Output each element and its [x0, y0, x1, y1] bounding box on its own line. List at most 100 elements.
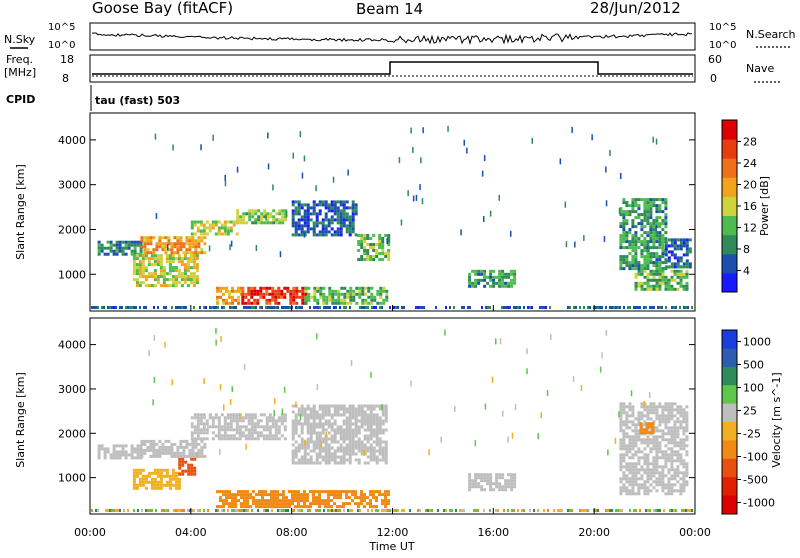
power-echo [609, 150, 611, 156]
velocity-cell [315, 425, 319, 429]
power-cell [220, 232, 224, 236]
velocity-cell [330, 440, 334, 444]
power-cell [649, 198, 653, 202]
velocity-cell [645, 422, 649, 426]
power-cell [685, 244, 689, 248]
power-cell [170, 245, 174, 249]
power-cell [676, 269, 680, 273]
power-ground-cell [467, 306, 469, 309]
velocity-cell [321, 455, 325, 459]
power-ground-cell [171, 306, 173, 309]
velocity-cell [652, 462, 656, 466]
power-cell [643, 246, 647, 250]
velocity-cell [628, 456, 632, 460]
power-cell [340, 292, 344, 296]
velocity-cell [132, 483, 136, 487]
velocity-colorbar-swatch [722, 440, 737, 460]
velocity-cell [354, 413, 358, 417]
velocity-cell [132, 480, 136, 484]
velocity-cell [625, 465, 629, 469]
velocity-cell [333, 490, 336, 494]
power-cell [303, 212, 307, 216]
power-ground-cell [91, 306, 93, 309]
velocity-ground-cell [317, 509, 319, 512]
velocity-cell [640, 474, 644, 478]
velocity-cell [244, 416, 248, 420]
velocity-cell [306, 431, 310, 435]
velocity-ground-cell [155, 509, 157, 512]
power-ground-cell [613, 306, 615, 309]
velocity-cell [97, 450, 101, 454]
velocity-cell [291, 455, 295, 459]
power-echo [279, 251, 282, 258]
power-cell [156, 263, 160, 267]
velocity-cell [676, 408, 680, 412]
velocity-cell [282, 499, 285, 503]
velocity-cell [228, 505, 231, 509]
power-cell [188, 251, 192, 255]
velocity-cell [651, 431, 655, 435]
velocity-cell [276, 499, 279, 503]
power-cell [330, 200, 334, 204]
velocity-ground-cell [327, 509, 329, 512]
velocity-cell [652, 435, 656, 439]
velocity-cell [655, 459, 659, 463]
power-cell [631, 198, 635, 202]
power-cell [136, 240, 140, 244]
velocity-cell [132, 477, 136, 481]
velocity-cell [112, 453, 116, 457]
velocity-cell [628, 444, 632, 448]
velocity-ground-cell [419, 509, 421, 512]
power-cell [343, 298, 347, 302]
velocity-cell [312, 446, 316, 450]
velocity-cell [649, 411, 653, 415]
velocity-cell [685, 465, 689, 469]
power-cell [682, 272, 686, 276]
velocity-cell [140, 448, 144, 452]
velocity-cell [174, 483, 178, 487]
velocity-cell [291, 425, 295, 429]
velocity-cell [676, 465, 680, 469]
power-cell [331, 292, 335, 296]
velocity-cell [135, 471, 139, 475]
power-cell [643, 240, 647, 244]
velocity-cell [253, 413, 257, 417]
power-cell [222, 286, 225, 290]
velocity-cell [194, 454, 198, 458]
power-cell [177, 257, 181, 261]
power-cell [664, 265, 668, 269]
velocity-cell [173, 442, 177, 446]
velocity-echo [152, 399, 154, 406]
velocity-cell [345, 490, 348, 494]
velocity-colorbar-swatch [722, 458, 737, 478]
power-colorbar-tick-label: 24 [743, 157, 757, 170]
power-cell [634, 225, 638, 229]
power-cell [327, 221, 331, 225]
power-cell [168, 266, 172, 270]
velocity-cell [294, 505, 297, 509]
power-cell [319, 286, 323, 290]
power-cell [649, 261, 653, 265]
power-cell [658, 261, 662, 265]
power-cell [292, 286, 296, 290]
velocity-cell [375, 431, 379, 435]
power-cell [192, 284, 196, 288]
velocity-cell [351, 437, 355, 441]
velocity-cell [372, 434, 376, 438]
power-cell [143, 242, 147, 246]
velocity-cell [223, 422, 227, 426]
power-cell [501, 281, 505, 285]
power-cell [262, 286, 266, 290]
power-cell [676, 262, 680, 266]
power-cell [159, 257, 163, 261]
velocity-cell [159, 480, 163, 484]
velocity-cell [363, 452, 367, 456]
power-cell [292, 289, 296, 293]
velocity-cell [285, 505, 288, 509]
velocity-cell [112, 456, 116, 460]
power-cell [321, 218, 325, 222]
power-cell [339, 218, 343, 222]
power-cell [143, 236, 147, 240]
velocity-cell [625, 480, 629, 484]
velocity-cell [156, 486, 160, 490]
